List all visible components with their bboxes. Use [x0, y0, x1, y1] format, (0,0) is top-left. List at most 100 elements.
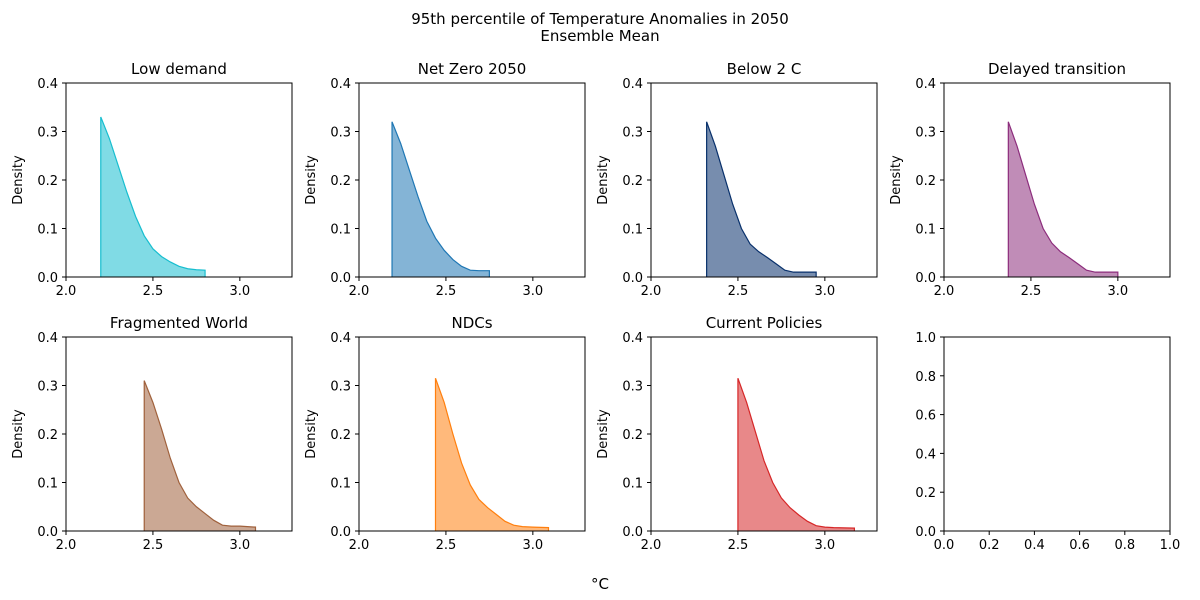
y-tick-label: 0.2	[330, 174, 351, 189]
density-line	[434, 378, 550, 531]
y-tick-label: 0.0	[915, 271, 936, 286]
density-line	[737, 378, 855, 531]
x-tick-label: 2.0	[641, 284, 662, 299]
y-tick-label: 0.8	[915, 370, 936, 385]
subplot-title: Current Policies	[706, 314, 823, 332]
subplot-title: Low demand	[131, 60, 227, 78]
y-tick-label: 0.4	[37, 77, 58, 92]
x-tick-label: 2.0	[349, 538, 370, 553]
subplot-5: Fragmented World 2.0 2.5 3.0 0.0 0.1 0.2 0.3 0.4…	[11, 314, 293, 553]
y-axis-label: Density	[889, 155, 904, 205]
x-tick-label: 2.0	[56, 284, 77, 299]
y-axis-label: Density	[304, 155, 319, 205]
x-tick-label: 2.0	[934, 284, 955, 299]
subplot-title: Net Zero 2050	[418, 60, 527, 78]
x-tick-label: 0.8	[1114, 538, 1135, 553]
y-tick-label: 0.4	[330, 77, 351, 92]
y-tick-label: 0.0	[330, 525, 351, 540]
x-tick-label: 0.2	[979, 538, 1000, 553]
y-tick-label: 0.0	[330, 271, 351, 286]
y-tick-label: 0.1	[622, 223, 643, 238]
y-axis-label: Density	[596, 155, 611, 205]
y-tick-label: 0.2	[330, 428, 351, 443]
y-axis-label: Density	[596, 409, 611, 459]
subplot-4: Delayed transition 2.0 2.5 3.0 0.0 0.1 0.2 0.3 0…	[889, 60, 1171, 299]
y-tick-label: 0.2	[622, 428, 643, 443]
subplot-1: Low demand 2.0 2.5 3.0 0.0 0.1 0.2 0.3 0.4 Densit…	[11, 60, 293, 299]
y-tick-label: 0.4	[915, 447, 936, 462]
y-tick-label: 0.1	[330, 223, 351, 238]
density-line	[143, 380, 257, 531]
y-tick-label: 0.3	[622, 126, 643, 141]
x-tick-label: 2.0	[641, 538, 662, 553]
y-axis-label: Density	[304, 409, 319, 459]
y-tick-label: 0.1	[37, 223, 58, 238]
density-line	[391, 121, 490, 277]
y-tick-label: 0.1	[622, 477, 643, 492]
x-tick-label: 0.0	[934, 538, 955, 553]
x-tick-label: 2.0	[349, 284, 370, 299]
x-tick-label: 2.0	[56, 538, 77, 553]
y-tick-label: 0.2	[37, 174, 58, 189]
y-tick-label: 0.3	[37, 126, 58, 141]
y-tick-label: 0.0	[622, 525, 643, 540]
x-tick-label: 1.0	[1160, 538, 1181, 553]
subplot-8: 0.0 0.2 0.4 0.6 0.8 1.0 0.0 0.2 0.4 0.6 0.8 1.0	[915, 331, 1180, 553]
density-area	[737, 378, 855, 531]
axes-frame	[943, 336, 1171, 532]
y-tick-label: 0.1	[37, 477, 58, 492]
density-area	[144, 380, 256, 531]
y-tick-label: 1.0	[915, 331, 936, 346]
y-tick-label: 0.0	[622, 271, 643, 286]
density-area	[435, 378, 549, 531]
subplot-title: Delayed transition	[988, 60, 1126, 78]
figure-title: 95th percentile of Temperature Anomalies…	[411, 10, 789, 28]
y-tick-label: 0.6	[915, 409, 936, 424]
density-area	[706, 121, 817, 277]
density-line	[100, 116, 206, 277]
density-line	[706, 121, 817, 277]
y-tick-label: 0.3	[330, 126, 351, 141]
y-axis-label: Density	[11, 409, 26, 459]
x-tick-label: 0.4	[1024, 538, 1045, 553]
subplot-7: Current Policies 2.0 2.5 3.0 0.0 0.1 0.2 0.3 0.4…	[596, 314, 878, 553]
x-tick-label: 2.5	[436, 284, 457, 299]
figure-subtitle: Ensemble Mean	[540, 27, 660, 45]
x-tick-label: 2.5	[436, 538, 457, 553]
x-tick-label: 3.0	[523, 284, 544, 299]
y-tick-label: 0.2	[622, 174, 643, 189]
y-tick-label: 0.3	[330, 380, 351, 395]
x-tick-label: 3.0	[230, 284, 251, 299]
x-tick-label: 3.0	[815, 284, 836, 299]
y-tick-label: 0.2	[915, 486, 936, 501]
y-tick-label: 0.4	[915, 77, 936, 92]
y-tick-label: 0.2	[915, 174, 936, 189]
y-tick-label: 0.0	[37, 525, 58, 540]
x-tick-label: 3.0	[523, 538, 544, 553]
subplot-title: NDCs	[451, 314, 492, 332]
y-tick-label: 0.3	[37, 380, 58, 395]
subplot-title: Below 2 C	[727, 60, 802, 78]
y-tick-label: 0.1	[915, 223, 936, 238]
density-line	[1007, 121, 1119, 277]
y-tick-label: 0.0	[37, 271, 58, 286]
y-tick-label: 0.0	[915, 525, 936, 540]
x-tick-label: 3.0	[230, 538, 251, 553]
y-tick-label: 0.4	[622, 77, 643, 92]
x-tick-label: 3.0	[1108, 284, 1129, 299]
x-tick-label: 0.6	[1069, 538, 1090, 553]
x-tick-label: 2.5	[728, 538, 749, 553]
axes-frame	[650, 82, 878, 278]
axes-frame	[65, 82, 293, 278]
subplot-2: Net Zero 2050 2.0 2.5 3.0 0.0 0.1 0.2 0.3 0.4 Den…	[304, 60, 586, 299]
subplot-6: NDCs 2.0 2.5 3.0 0.0 0.1 0.2 0.3 0.4 Density	[304, 314, 586, 553]
y-tick-label: 0.1	[330, 477, 351, 492]
density-area	[100, 116, 206, 277]
y-tick-label: 0.3	[622, 380, 643, 395]
y-tick-label: 0.4	[37, 331, 58, 346]
x-axis-label: °C	[591, 575, 609, 593]
y-axis-label: Density	[11, 155, 26, 205]
y-tick-label: 0.4	[622, 331, 643, 346]
x-tick-label: 2.5	[143, 538, 164, 553]
